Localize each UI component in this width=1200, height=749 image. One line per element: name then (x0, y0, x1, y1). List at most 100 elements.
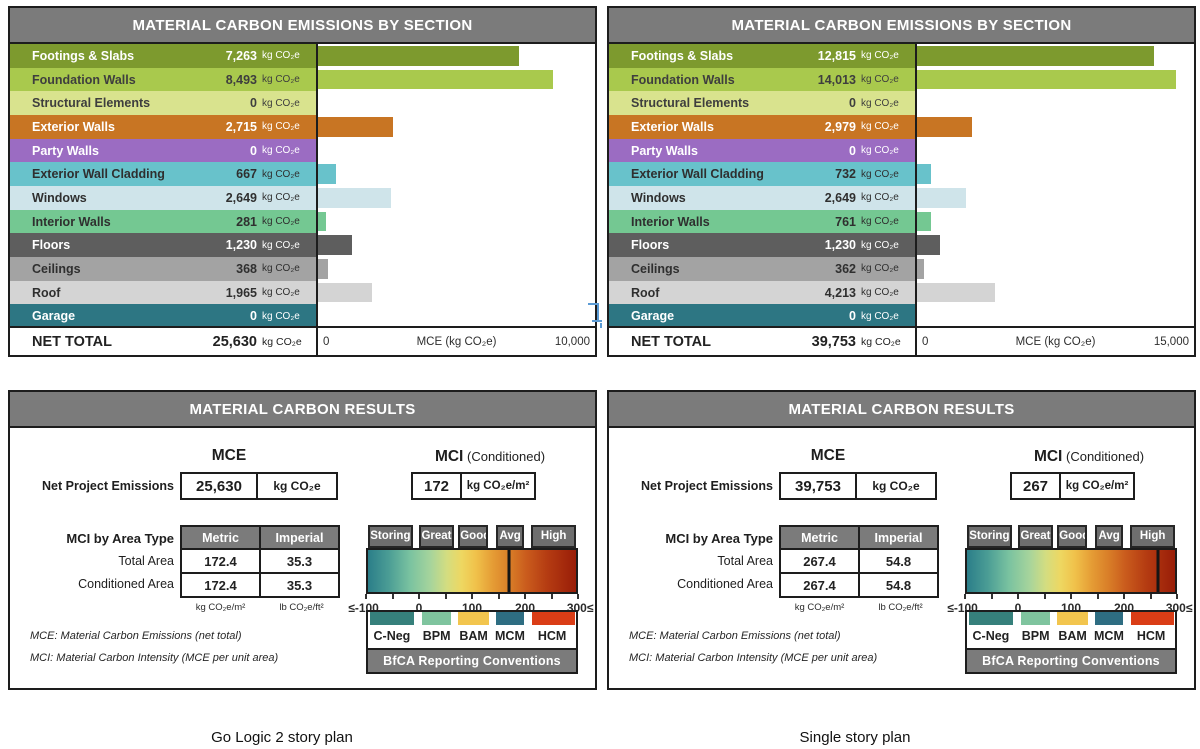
legend-labels: C-Neg BPM BAM MCM HCM (368, 625, 576, 650)
bar (917, 116, 972, 137)
conditioned-area-metric: 172.4 (182, 574, 259, 596)
net-total-unit: kg CO₂e (262, 335, 302, 348)
conventions-bar: BfCA Reporting Conventions (368, 650, 576, 672)
mci-area-table: Metric Imperial 267.4 54.8 267.4 54.8 (779, 525, 939, 598)
legend: C-Neg BPM BAM MCM HCM BfCA Reporting Convent… (366, 610, 578, 674)
selection-artifact-bracket (588, 303, 599, 322)
mci-heading: MCI (Conditioned) (1004, 448, 1174, 466)
section-value: 0 (250, 96, 257, 111)
scale-tab-storing: Storing (368, 525, 413, 548)
metric-unit-label: kg CO₂e/m² (195, 602, 246, 613)
x-axis: 0 MCE (kg CO₂e) 15,000 (915, 328, 1194, 355)
bar (318, 164, 337, 185)
section-unit: kg CO₂e (262, 287, 300, 299)
mci-unit: kg CO₂e/m² (462, 474, 534, 498)
section-label: Ceilings (32, 261, 81, 276)
bar-row (917, 68, 1194, 92)
section-unit: kg CO₂e (262, 239, 300, 251)
scale-tick (990, 594, 993, 599)
scale-tabs: Storing Great Good Avg High (366, 525, 578, 548)
scale-tick (1176, 594, 1178, 599)
legend-label: BPM (1021, 629, 1050, 643)
section-unit: kg CO₂e (861, 168, 899, 180)
legend-labels: C-Neg BPM BAM MCM HCM (967, 625, 1175, 650)
section-unit: kg CO₂e (262, 97, 300, 109)
chart-title: MATERIAL CARBON EMISSIONS BY SECTION (609, 8, 1194, 44)
total-area-metric: 172.4 (182, 550, 259, 572)
section-value: 0 (849, 96, 856, 111)
axis-max-label: 10,000 (554, 335, 590, 348)
bar-row (917, 281, 1194, 305)
section-label: Exterior Walls (631, 119, 714, 134)
scale-ticks (365, 594, 579, 599)
conditioned-area-imperial: 54.8 (860, 574, 937, 596)
chart-title: MATERIAL CARBON EMISSIONS BY SECTION (10, 8, 595, 44)
bar-rows (915, 44, 1194, 328)
legend: C-Neg BPM BAM MCM HCM BfCA Reporting Convent… (965, 610, 1177, 674)
mci-value: 172 (413, 474, 460, 498)
bar-row (318, 257, 595, 281)
section-value: 4,213 (824, 285, 856, 300)
section-unit: kg CO₂e (262, 50, 300, 62)
total-area-imperial: 35.3 (261, 550, 338, 572)
conditioned-area-label: Conditioned Area (677, 577, 773, 591)
bar (917, 211, 932, 232)
section-label: Exterior Walls (32, 119, 115, 134)
section-label: Floors (631, 238, 670, 253)
section-unit: kg CO₂e (262, 263, 300, 275)
section-label: Exterior Wall Cladding (32, 167, 165, 182)
section-unit: kg CO₂e (861, 263, 899, 275)
net-total-left: NET TOTAL 25,630 kg CO₂e (10, 328, 316, 355)
imperial-header: Imperial (261, 527, 338, 548)
section-label: Structural Elements (32, 96, 151, 111)
bar-row (318, 115, 595, 139)
net-total-left: NET TOTAL 39,753 kg CO₂e (609, 328, 915, 355)
section-row: Party Walls 0 kg CO₂e (609, 138, 915, 163)
section-unit: kg CO₂e (262, 216, 300, 228)
net-total-row: NET TOTAL 39,753 kg CO₂e 0 MCE (kg CO₂e)… (609, 326, 1194, 355)
metric-header: Metric (781, 527, 858, 548)
section-unit: kg CO₂e (262, 192, 300, 204)
net-total-label: NET TOTAL (32, 333, 113, 350)
bar-row (318, 91, 595, 115)
bar-row (917, 233, 1194, 257)
section-row: Foundation Walls 14,013 kg CO₂e (609, 67, 915, 92)
bar-row (917, 210, 1194, 234)
selection-artifact-dot (600, 323, 602, 328)
emissions-chart-right: MATERIAL CARBON EMISSIONS BY SECTION Foo… (607, 6, 1196, 357)
bar-row (318, 44, 595, 68)
section-row: Floors 1,230 kg CO₂e (609, 233, 915, 258)
bar-row (917, 304, 1194, 328)
section-value: 0 (849, 143, 856, 158)
mce-value: 39,753 (781, 474, 855, 498)
section-label: Party Walls (631, 143, 698, 158)
section-unit: kg CO₂e (861, 192, 899, 204)
net-total-value: 39,753 (811, 333, 856, 350)
section-value: 2,649 (225, 190, 257, 205)
bar (318, 211, 326, 232)
section-unit: kg CO₂e (262, 310, 300, 322)
section-unit: kg CO₂e (262, 121, 300, 133)
section-value: 1,230 (824, 238, 856, 253)
imperial-unit-label: lb CO₂e/ft² (878, 602, 923, 613)
scale-tab-great: Great (1018, 525, 1053, 548)
scale-tabs: Storing Great Good Avg High (965, 525, 1177, 548)
imperial-header: Imperial (860, 527, 937, 548)
mci-heading-suffix: (Conditioned) (1066, 449, 1145, 464)
section-label: Foundation Walls (32, 72, 136, 87)
bar (318, 282, 373, 303)
net-project-emissions-label: Net Project Emissions (42, 479, 174, 493)
section-row: Foundation Walls 8,493 kg CO₂e (10, 67, 316, 92)
scale-tab-high: High (531, 525, 576, 548)
bar (318, 45, 520, 66)
footnote-mci: MCI: Material Carbon Intensity (MCE per … (629, 652, 878, 664)
legend-swatch-c-neg (370, 612, 414, 625)
section-label: Footings & Slabs (32, 48, 135, 63)
bar (917, 258, 924, 279)
scale-tab-good: Good (458, 525, 488, 548)
section-row: Footings & Slabs 7,263 kg CO₂e (10, 44, 316, 68)
scale-tab-storing: Storing (967, 525, 1012, 548)
section-unit: kg CO₂e (861, 121, 899, 133)
bar-row (318, 162, 595, 186)
legend-label: HCM (1136, 629, 1166, 643)
